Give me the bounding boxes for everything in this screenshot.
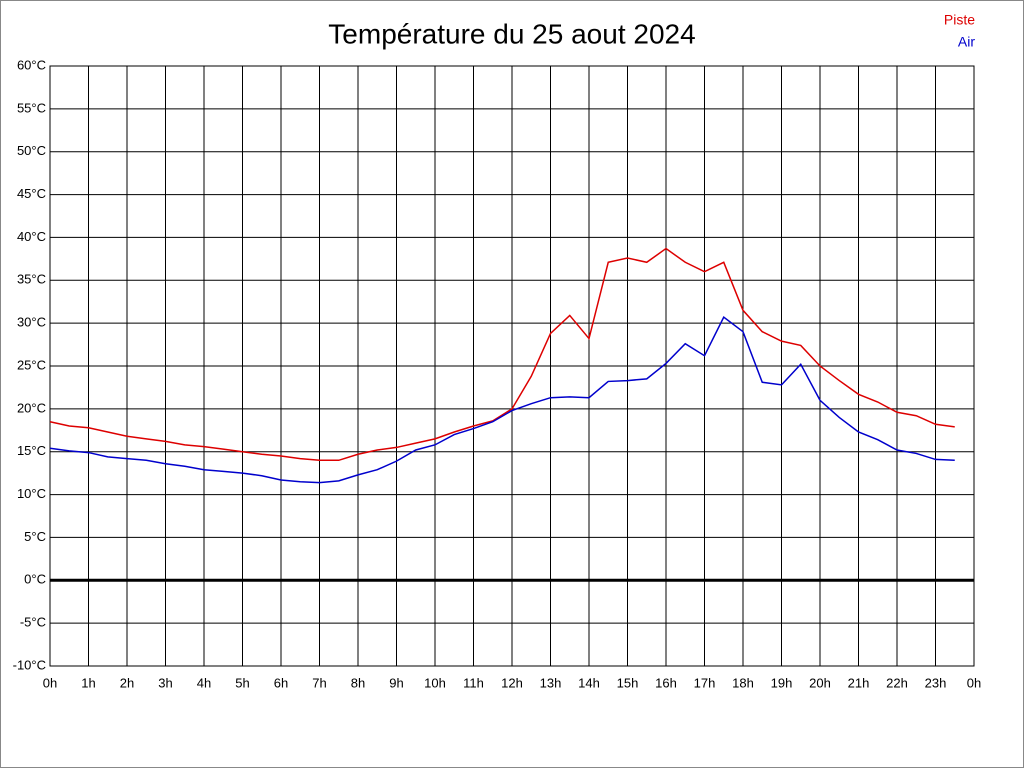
y-tick-label: 5°C xyxy=(24,529,46,544)
x-tick-label: 15h xyxy=(617,675,639,690)
x-tick-label: 0h xyxy=(43,675,57,690)
y-tick-label: 35°C xyxy=(17,272,46,287)
x-tick-label: 1h xyxy=(81,675,95,690)
x-tick-label: 23h xyxy=(925,675,947,690)
x-tick-label: 7h xyxy=(312,675,326,690)
y-tick-label: 20°C xyxy=(17,400,46,415)
y-tick-label: 60°C xyxy=(17,57,46,72)
chart-title: Température du 25 aout 2024 xyxy=(328,18,695,49)
y-tick-label: 0°C xyxy=(24,572,46,587)
x-tick-label: 8h xyxy=(351,675,365,690)
y-tick-label: 25°C xyxy=(17,357,46,372)
y-tick-label: 45°C xyxy=(17,186,46,201)
line-series xyxy=(49,247,955,462)
x-tick-label: 20h xyxy=(809,675,831,690)
x-tick-label: 10h xyxy=(424,675,446,690)
x-tick-label: 6h xyxy=(274,675,288,690)
legend-label: Piste xyxy=(944,12,975,28)
y-tick-label: 55°C xyxy=(17,100,46,115)
x-tick-label: 9h xyxy=(389,675,403,690)
x-tick-label: 2h xyxy=(120,675,134,690)
x-tick-label: 14h xyxy=(578,675,600,690)
y-tick-label: 30°C xyxy=(17,315,46,330)
x-tick-label: 0h xyxy=(967,675,981,690)
x-tick-label: 19h xyxy=(771,675,793,690)
x-tick-label: 16h xyxy=(655,675,677,690)
y-tick-label: 50°C xyxy=(17,143,46,158)
x-tick-label: 17h xyxy=(694,675,716,690)
y-tick-label: 10°C xyxy=(17,486,46,501)
x-tick-label: 3h xyxy=(158,675,172,690)
legend-label: Air xyxy=(958,34,975,50)
x-tick-label: 21h xyxy=(848,675,870,690)
y-tick-label: 40°C xyxy=(17,229,46,244)
y-tick-label: -5°C xyxy=(20,615,46,630)
x-tick-label: 5h xyxy=(235,675,249,690)
x-tick-label: 22h xyxy=(886,675,908,690)
x-tick-label: 11h xyxy=(463,675,484,690)
x-tick-label: 18h xyxy=(732,675,754,690)
y-tick-label: -10°C xyxy=(13,657,46,672)
x-tick-label: 13h xyxy=(540,675,562,690)
line-series xyxy=(49,315,955,484)
x-tick-label: 12h xyxy=(501,675,523,690)
y-tick-label: 15°C xyxy=(17,443,46,458)
x-tick-label: 4h xyxy=(197,675,211,690)
